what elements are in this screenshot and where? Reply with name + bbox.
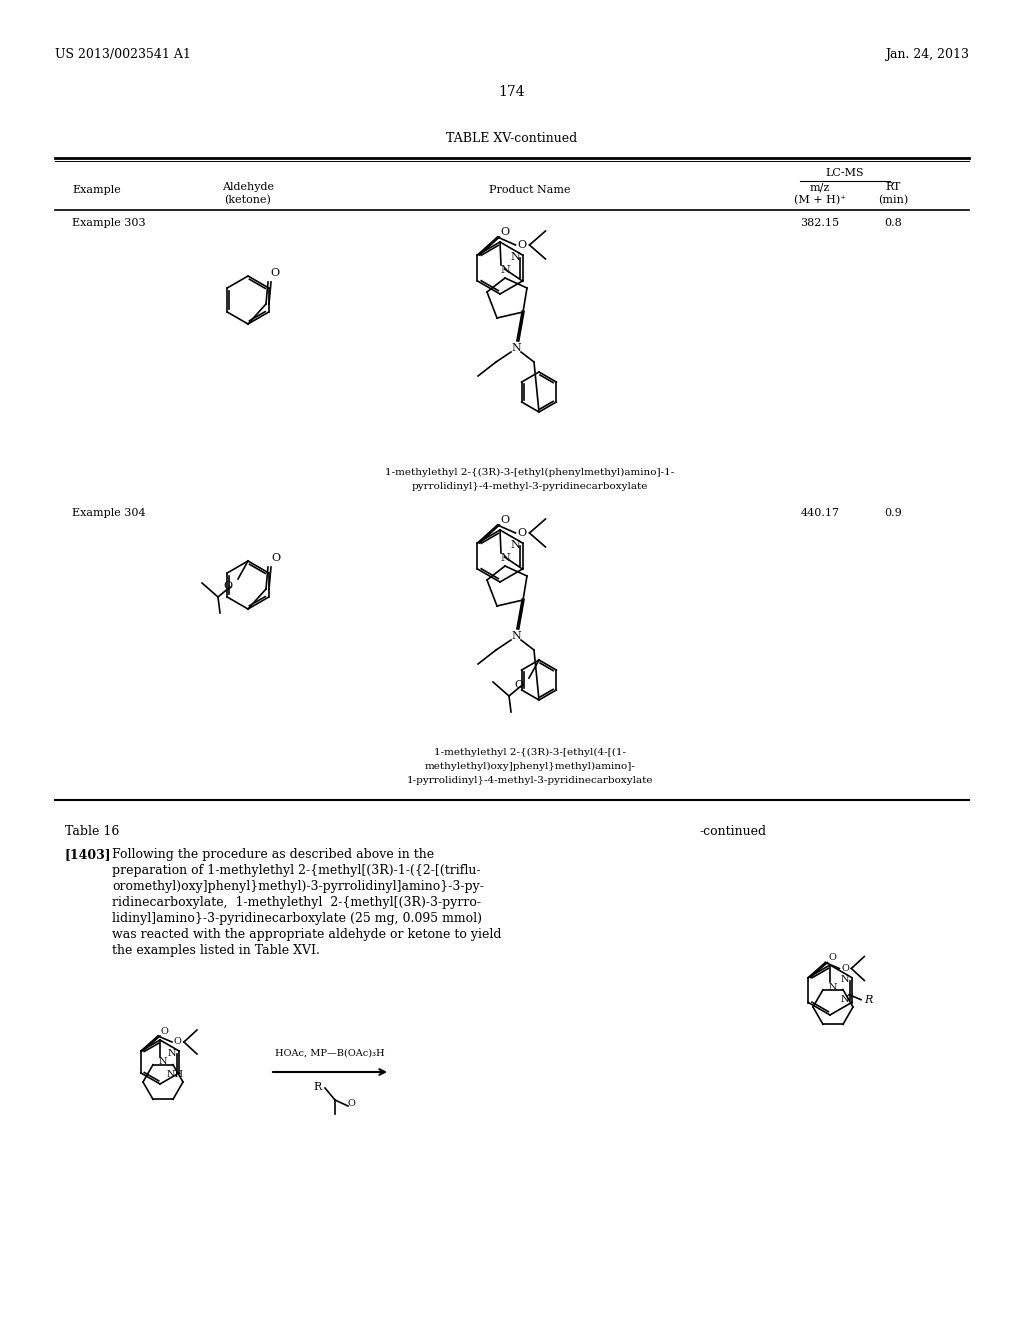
Text: O: O: [514, 680, 523, 690]
Text: Following the procedure as described above in the: Following the procedure as described abo…: [112, 847, 434, 861]
Text: RT
(min): RT (min): [878, 182, 908, 206]
Text: 1-methylethyl 2-{(3R)-3-[ethyl(phenylmethyl)amino]-1-: 1-methylethyl 2-{(3R)-3-[ethyl(phenylmet…: [385, 469, 675, 477]
Text: O: O: [517, 240, 526, 249]
Text: N: N: [841, 995, 849, 1003]
Text: O: O: [161, 1027, 169, 1035]
Text: Example 303: Example 303: [72, 218, 145, 228]
Text: -continued: -continued: [700, 825, 767, 838]
Text: 174: 174: [499, 84, 525, 99]
Text: Jan. 24, 2013: Jan. 24, 2013: [885, 48, 969, 61]
Text: R: R: [314, 1082, 323, 1092]
Text: N: N: [159, 1057, 167, 1067]
Text: N: N: [168, 1048, 176, 1057]
Text: 0.8: 0.8: [884, 218, 902, 228]
Text: HOAc, MP—B(OAc)₃H: HOAc, MP—B(OAc)₃H: [275, 1049, 385, 1059]
Text: O: O: [348, 1100, 356, 1109]
Text: N: N: [500, 553, 510, 564]
Text: 440.17: 440.17: [801, 508, 840, 517]
Text: R: R: [864, 995, 872, 1005]
Text: NH: NH: [167, 1069, 183, 1078]
Text: Example: Example: [72, 185, 121, 195]
Text: O: O: [842, 964, 849, 973]
Text: US 2013/0023541 A1: US 2013/0023541 A1: [55, 48, 190, 61]
Text: N: N: [511, 343, 521, 352]
Text: N: N: [828, 982, 838, 991]
Text: [1403]: [1403]: [65, 847, 112, 861]
Text: was reacted with the appropriate aldehyde or ketone to yield: was reacted with the appropriate aldehyd…: [112, 928, 502, 941]
Text: Table 16: Table 16: [65, 825, 120, 838]
Text: Example 304: Example 304: [72, 508, 145, 517]
Text: pyrrolidinyl}-4-methyl-3-pyridinecarboxylate: pyrrolidinyl}-4-methyl-3-pyridinecarboxy…: [412, 482, 648, 491]
Text: 1-methylethyl 2-{(3R)-3-[ethyl(4-[(1-: 1-methylethyl 2-{(3R)-3-[ethyl(4-[(1-: [434, 748, 626, 758]
Text: m/z
(M + H)⁺: m/z (M + H)⁺: [794, 182, 846, 206]
Text: O: O: [501, 515, 510, 525]
Text: O: O: [223, 581, 232, 591]
Text: O: O: [517, 528, 526, 539]
Text: preparation of 1-methylethyl 2-{methyl[(3R)-1-({2-[(triflu-: preparation of 1-methylethyl 2-{methyl[(…: [112, 865, 480, 876]
Text: ridinecarboxylate,  1-methylethyl  2-{methyl[(3R)-3-pyrro-: ridinecarboxylate, 1-methylethyl 2-{meth…: [112, 896, 481, 909]
Text: O: O: [174, 1038, 182, 1047]
Text: 1-pyrrolidinyl}-4-methyl-3-pyridinecarboxylate: 1-pyrrolidinyl}-4-methyl-3-pyridinecarbo…: [407, 776, 653, 785]
Text: Product Name: Product Name: [489, 185, 570, 195]
Text: LC-MS: LC-MS: [825, 168, 864, 178]
Text: N: N: [511, 631, 521, 642]
Text: N: N: [841, 975, 849, 983]
Text: O: O: [270, 268, 280, 279]
Text: N: N: [511, 540, 520, 550]
Text: Aldehyde
(ketone): Aldehyde (ketone): [222, 182, 274, 206]
Text: O: O: [501, 227, 510, 238]
Text: TABLE XV-continued: TABLE XV-continued: [446, 132, 578, 145]
Text: oromethyl)oxy]phenyl}methyl)-3-pyrrolidinyl]amino}-3-py-: oromethyl)oxy]phenyl}methyl)-3-pyrrolidi…: [112, 880, 484, 894]
Text: 382.15: 382.15: [801, 218, 840, 228]
Text: O: O: [271, 553, 281, 564]
Text: N: N: [500, 265, 510, 275]
Text: O: O: [828, 953, 837, 962]
Text: methylethyl)oxy]phenyl}methyl)amino]-: methylethyl)oxy]phenyl}methyl)amino]-: [425, 762, 636, 771]
Text: the examples listed in Table XVI.: the examples listed in Table XVI.: [112, 944, 319, 957]
Text: N: N: [511, 252, 520, 261]
Text: 0.9: 0.9: [884, 508, 902, 517]
Text: lidinyl]amino}-3-pyridinecarboxylate (25 mg, 0.095 mmol): lidinyl]amino}-3-pyridinecarboxylate (25…: [112, 912, 482, 925]
